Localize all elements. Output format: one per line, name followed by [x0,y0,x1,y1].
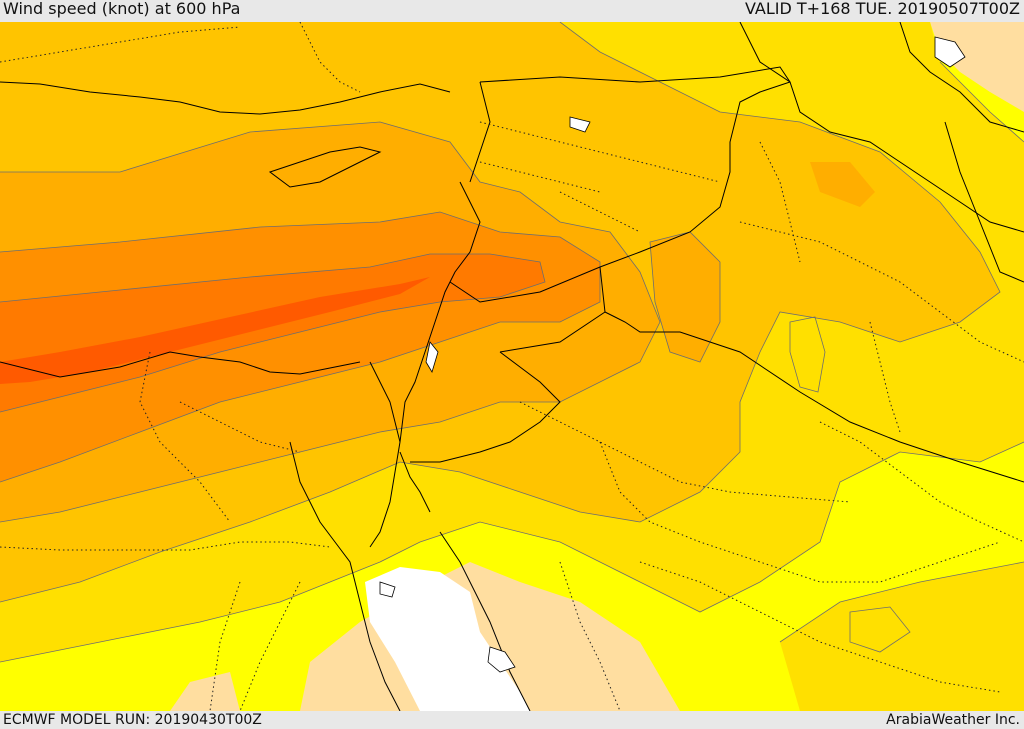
footer-bar: ECMWF MODEL RUN: 20190430T00Z ArabiaWeat… [0,711,1024,729]
coastlines [0,22,1024,711]
band-orange-light-ne [810,162,875,207]
map-canvas [0,22,1024,711]
band-red-orange [0,277,430,384]
contour-lines [0,22,1024,663]
band-gold-se [780,562,1024,711]
model-run: ECMWF MODEL RUN: 20190430T00Z [3,712,262,728]
credit-label: ArabiaWeather Inc. [886,712,1020,728]
band-white [365,567,530,711]
map-title: Wind speed (knot) at 600 hPa [3,0,241,18]
band-orange-light-east [650,232,720,362]
country-borders [369,66,1024,483]
wind-speed-map[interactable] [0,22,1024,711]
admin-boundaries [0,22,1024,711]
header-bar: Wind speed (knot) at 600 hPa VALID T+168… [0,0,1024,22]
valid-time: VALID T+168 TUE. 20190507T00Z [744,0,1020,18]
band-lightest-south [300,562,680,711]
band-orange-dark [0,254,545,412]
lakes [379,36,966,673]
band-lightest-sw [170,672,240,711]
